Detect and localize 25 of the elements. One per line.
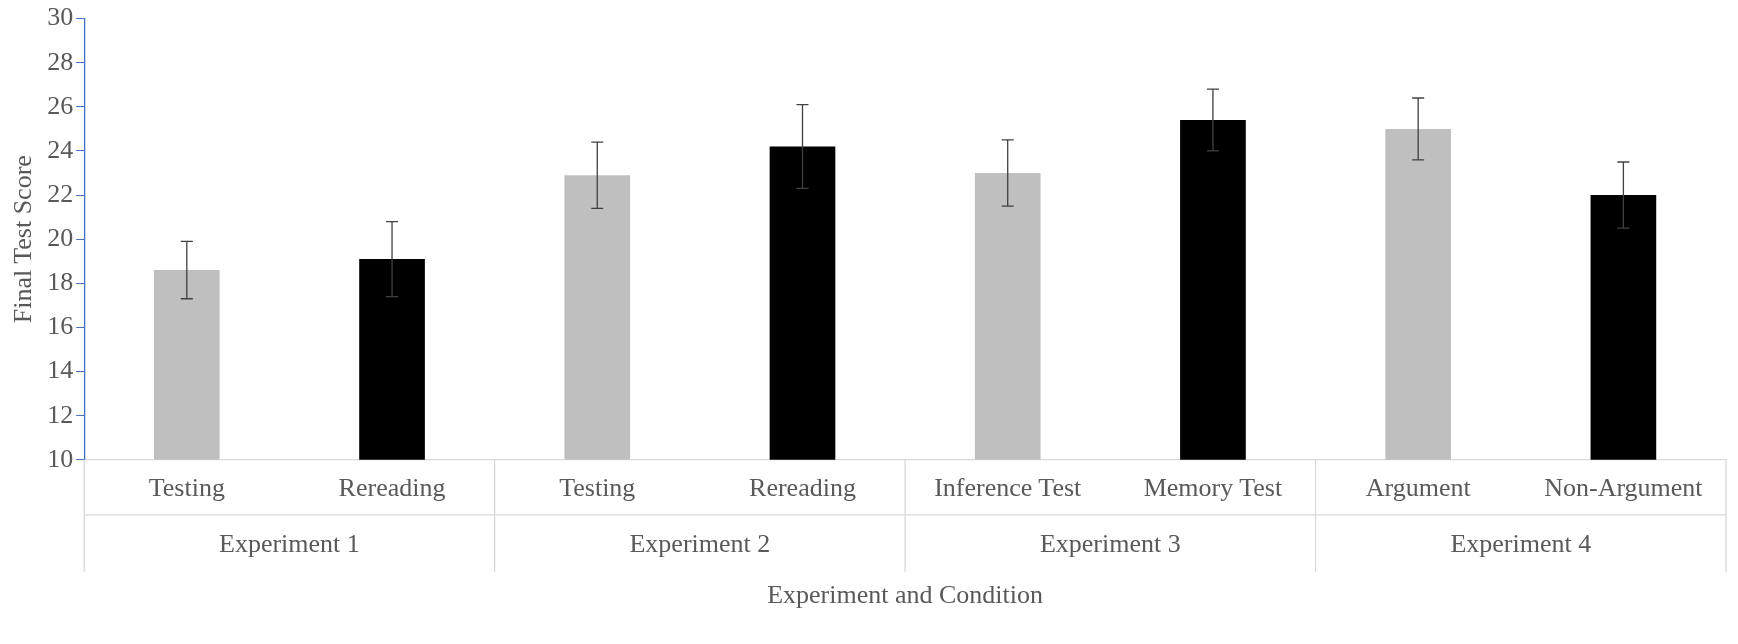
y-tick-label: 10 [47, 443, 74, 473]
y-tick-label: 12 [47, 399, 74, 429]
y-tick-label: 28 [47, 46, 74, 76]
y-tick-label: 18 [47, 267, 74, 297]
y-tick-label: 14 [47, 355, 74, 385]
y-tick-label: 30 [47, 2, 74, 32]
x-tick-label: Inference Test [934, 473, 1083, 503]
y-tick-label: 20 [47, 223, 74, 253]
y-tick-label: 26 [47, 90, 74, 120]
x-tick-label: Memory Test [1143, 473, 1283, 503]
text: Experiment 1 [219, 528, 360, 558]
text: Experiment 2 [629, 528, 771, 558]
text: Experiment 4 [1450, 528, 1592, 558]
x-tick-label: Rereading [749, 473, 856, 503]
y-tick-label: 22 [47, 178, 74, 208]
y-tick-label: 24 [47, 134, 74, 164]
x-axis-title: Experiment and Condition [767, 579, 1044, 609]
x-tick-label: Testing [148, 473, 225, 503]
x-tick-label: Argument [1365, 473, 1472, 503]
text: Experiment 3 [1039, 528, 1181, 558]
x-tick-label: Non-Argument [1544, 473, 1704, 503]
y-tick-label: 16 [47, 311, 74, 341]
x-tick-label: Testing [559, 473, 636, 503]
x-tick-label: Rereading [338, 473, 446, 503]
y-axis-title: Final Test Score [8, 155, 38, 324]
